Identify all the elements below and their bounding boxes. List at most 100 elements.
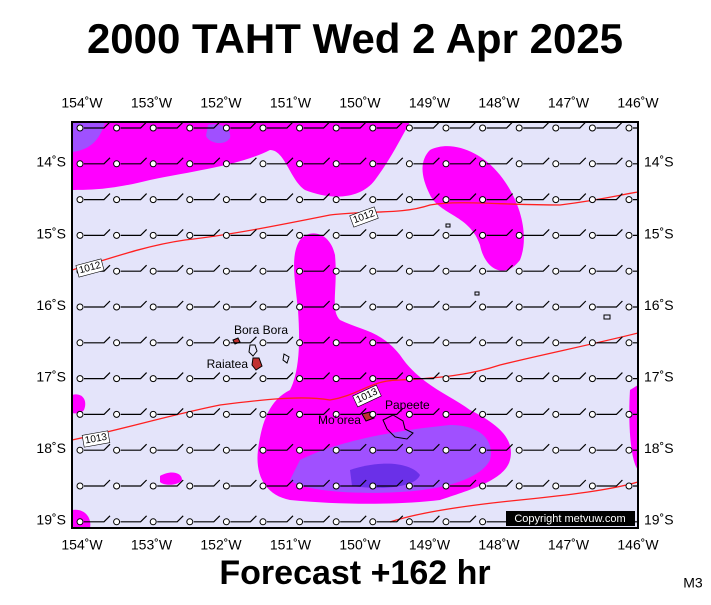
barb xyxy=(193,157,221,165)
barb-station xyxy=(405,196,413,204)
barb-station xyxy=(625,446,633,454)
barb-station xyxy=(186,267,194,275)
barb-station xyxy=(552,482,560,490)
barb xyxy=(303,122,331,129)
barb-station xyxy=(588,339,596,347)
barb-station xyxy=(479,231,487,239)
barb-station xyxy=(76,339,84,347)
barb xyxy=(303,193,331,201)
barb-station xyxy=(113,339,121,347)
barb-station xyxy=(479,482,487,490)
lon-label: 149˚W xyxy=(409,95,451,111)
barb-station xyxy=(149,375,157,383)
barb-station xyxy=(222,267,230,275)
barb xyxy=(486,228,514,236)
barb xyxy=(84,372,111,380)
barb-station xyxy=(369,124,377,132)
lat-label: 16˚S xyxy=(36,297,66,313)
barb-station xyxy=(515,303,523,311)
barb xyxy=(376,264,404,272)
barb-station xyxy=(515,482,523,490)
barb-station xyxy=(259,518,267,526)
barb-station xyxy=(442,303,450,311)
barb xyxy=(84,228,111,236)
barb-station xyxy=(588,375,596,383)
barb-station xyxy=(552,160,560,168)
barb xyxy=(596,336,623,344)
barb xyxy=(523,372,550,380)
barb xyxy=(559,407,587,415)
barb xyxy=(523,228,550,236)
barb-station xyxy=(259,303,267,311)
copyright: Copyright metvuw.com xyxy=(514,513,625,525)
barb-station xyxy=(76,160,84,168)
barb-station xyxy=(479,518,487,526)
barb-station xyxy=(588,231,596,239)
barb xyxy=(340,372,367,380)
barb-station xyxy=(149,303,157,311)
barb xyxy=(340,407,367,415)
barb xyxy=(523,443,550,451)
barb xyxy=(559,122,587,129)
barb-station xyxy=(625,267,633,275)
barb xyxy=(157,372,184,380)
barb xyxy=(120,264,148,272)
barb-station xyxy=(149,267,157,275)
barb-station xyxy=(405,339,413,347)
barb-station xyxy=(332,231,340,239)
barb-station xyxy=(186,339,194,347)
barb xyxy=(596,443,623,451)
barb xyxy=(230,515,257,523)
barb xyxy=(193,515,221,523)
lon-label: 154˚W xyxy=(61,537,103,553)
barb xyxy=(157,228,184,236)
barb-station xyxy=(588,482,596,490)
lon-label: 148˚W xyxy=(478,537,520,553)
barb xyxy=(157,122,184,129)
barb xyxy=(230,407,257,415)
barb-station xyxy=(222,482,230,490)
barb-station xyxy=(332,410,340,418)
barb xyxy=(193,122,221,129)
map-area xyxy=(72,122,638,528)
barb-station xyxy=(479,303,487,311)
barb-station xyxy=(296,482,304,490)
barb xyxy=(267,300,294,308)
barb xyxy=(523,193,550,201)
barb xyxy=(267,515,294,523)
barb-station xyxy=(296,303,304,311)
place-label: Bora Bora xyxy=(234,323,288,337)
barb-station xyxy=(222,160,230,168)
barb xyxy=(376,300,404,308)
barb-station xyxy=(588,303,596,311)
lon-label: 146˚W xyxy=(617,95,659,111)
barb-station xyxy=(259,160,267,168)
barb xyxy=(193,228,221,236)
barb-station xyxy=(113,446,121,454)
barb-station xyxy=(442,482,450,490)
barb xyxy=(450,407,477,415)
barb-station xyxy=(296,446,304,454)
barb-station xyxy=(186,196,194,204)
barb-station xyxy=(149,482,157,490)
barb xyxy=(120,300,148,308)
barb xyxy=(596,479,623,487)
copyright-box xyxy=(506,511,635,526)
lon-label: 152˚W xyxy=(200,537,242,553)
barb-station xyxy=(625,124,633,132)
barb-station xyxy=(149,196,157,204)
barb xyxy=(486,479,514,487)
barb xyxy=(267,264,294,272)
barb xyxy=(596,264,623,272)
lat-label: 15˚S xyxy=(36,225,66,241)
barb-station xyxy=(296,124,304,132)
barb xyxy=(523,336,550,344)
barb xyxy=(596,122,623,129)
barb-station xyxy=(369,375,377,383)
barb-station xyxy=(76,303,84,311)
isobar-label-text: 1013 xyxy=(84,432,108,447)
barb xyxy=(376,157,404,165)
pressure-area xyxy=(72,394,86,414)
barb-station xyxy=(332,446,340,454)
barb-station xyxy=(369,410,377,418)
